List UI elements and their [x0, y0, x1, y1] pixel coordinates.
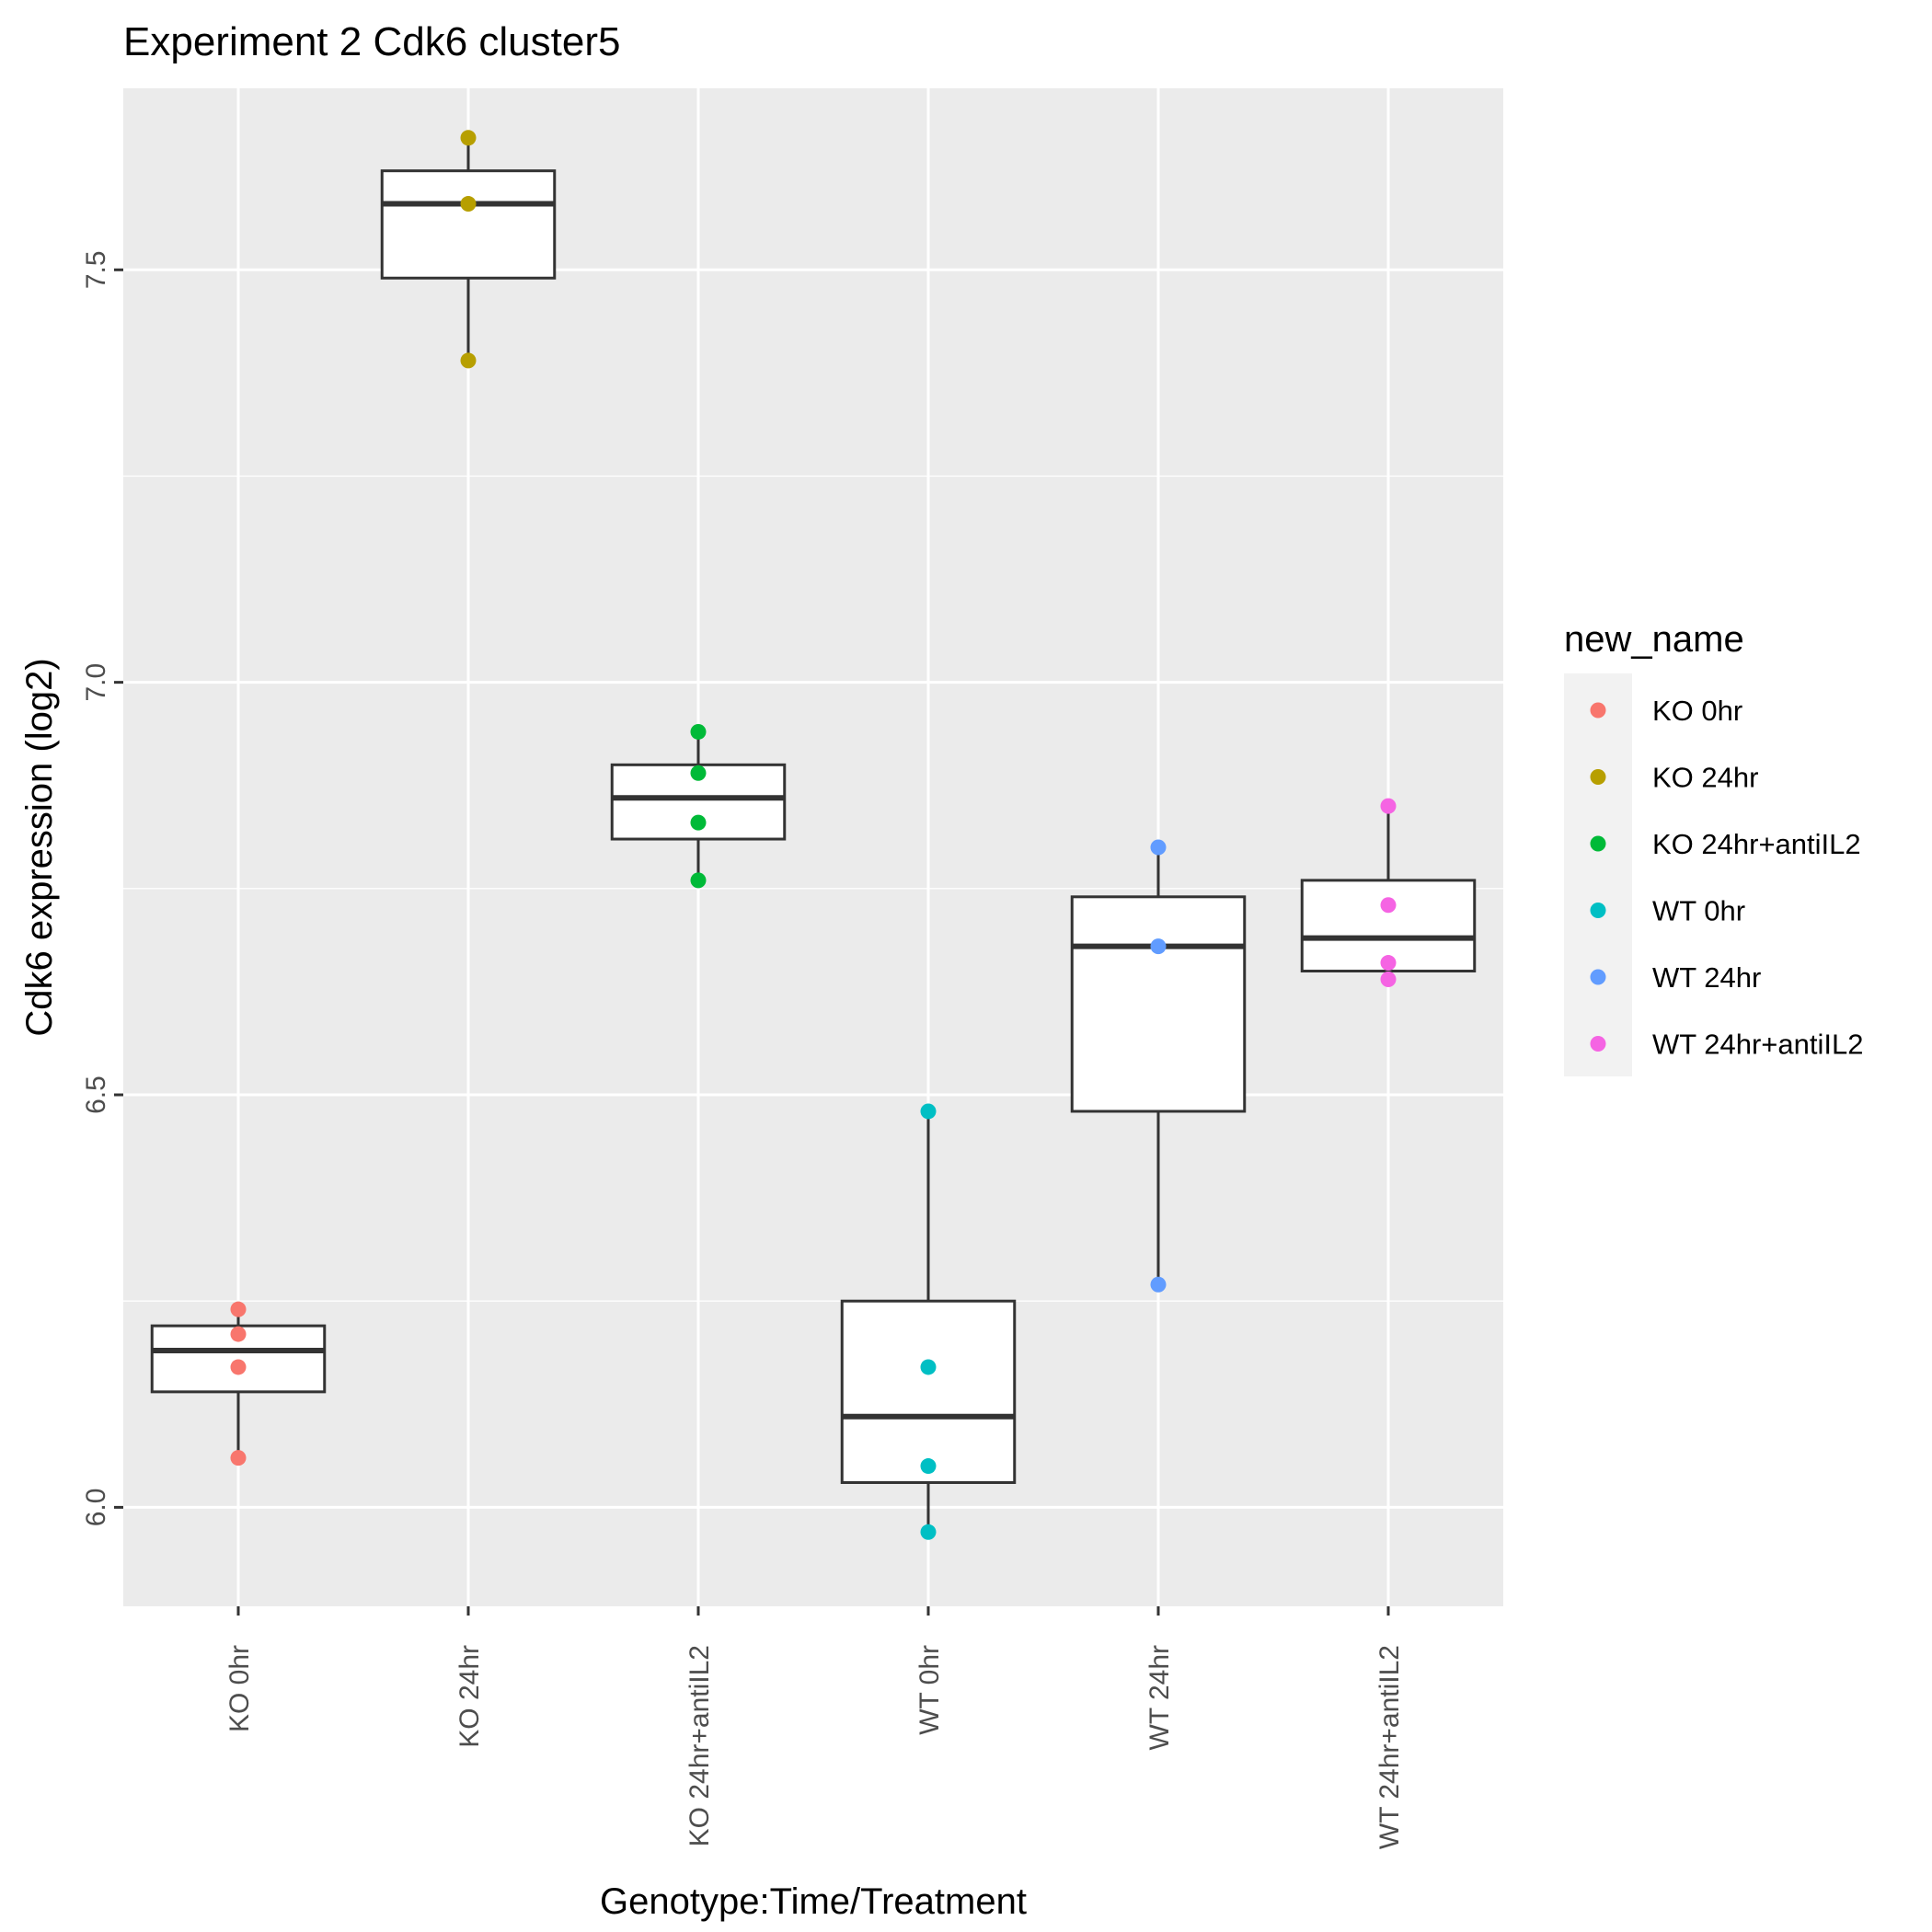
legend-title: new_name	[1564, 619, 1744, 660]
data-point	[1150, 839, 1167, 856]
data-point	[230, 1326, 247, 1342]
x-tick-label: WT 0hr	[914, 1645, 945, 1735]
x-tick-label: KO 24hr+antiIL2	[684, 1645, 715, 1846]
data-point	[1380, 955, 1397, 972]
x-axis: KO 0hr KO 24hr KO 24hr+antiIL2 WT 0hr WT 24h…	[224, 1606, 1405, 1849]
boxes	[150, 137, 1477, 1533]
plot-panel	[123, 88, 1503, 1606]
boxplot	[840, 1110, 1017, 1533]
legend-label: KO 24hr	[1652, 762, 1758, 794]
data-point	[460, 130, 477, 146]
x-tick-label: WT 24hr+antiIL2	[1374, 1645, 1405, 1849]
legend-label: WT 0hr	[1652, 895, 1745, 927]
data-point	[920, 1458, 937, 1475]
grid-minor	[123, 475, 1503, 1302]
legend-entries: KO 0hr KO 24hr KO 24hr+antiIL2 WT 0hr WT 24h…	[1590, 695, 1863, 1061]
y-axis-title: Cdk6 expression (log2)	[19, 658, 60, 1036]
legend-label: WT 24hr+antiIL2	[1652, 1029, 1863, 1061]
x-tick-label: WT 24hr	[1144, 1645, 1175, 1750]
legend-key	[1590, 903, 1606, 918]
chart-title: Experiment 2 Cdk6 cluster5	[123, 19, 620, 64]
points	[230, 130, 1397, 1540]
data-point	[690, 872, 707, 889]
legend-label: WT 24hr	[1652, 961, 1761, 994]
data-point	[690, 765, 707, 781]
data-point	[920, 1103, 937, 1120]
x-tick-label: KO 0hr	[224, 1645, 255, 1732]
data-point	[230, 1450, 247, 1466]
data-point	[460, 196, 477, 213]
y-axis: 6.0 6.5 7.0 7.5	[81, 250, 123, 1526]
data-point	[1150, 938, 1167, 955]
legend-key	[1590, 1036, 1606, 1052]
data-point	[920, 1359, 937, 1375]
y-tick-label: 7.5	[81, 250, 111, 289]
legend-key	[1590, 835, 1606, 852]
data-point	[230, 1301, 247, 1317]
data-point	[1380, 971, 1397, 987]
boxplot	[1070, 847, 1247, 1285]
legend-label: KO 24hr+antiIL2	[1652, 828, 1861, 860]
data-point	[1150, 1276, 1167, 1293]
box	[1070, 895, 1247, 1113]
data-point	[230, 1359, 247, 1375]
data-point	[1380, 798, 1397, 814]
legend-key	[1590, 769, 1606, 785]
legend-label: KO 0hr	[1652, 695, 1742, 727]
legend: new_name KO 0hr KO 24hr KO 24hr+antiIL2 WT …	[1564, 619, 1863, 1076]
y-tick-label: 7.0	[81, 663, 111, 702]
legend-key	[1590, 702, 1606, 719]
data-point	[460, 352, 477, 369]
y-tick-label: 6.5	[81, 1075, 111, 1114]
legend-key	[1590, 969, 1606, 985]
data-point	[1380, 897, 1397, 914]
data-point	[920, 1524, 937, 1540]
x-axis-title: Genotype:Time/Treatment	[600, 1881, 1027, 1922]
x-tick-label: KO 24hr	[454, 1645, 485, 1748]
data-point	[690, 814, 707, 831]
box	[380, 169, 557, 280]
data-point	[690, 723, 707, 740]
box	[840, 1299, 1017, 1484]
boxplot	[380, 137, 557, 361]
y-tick-label: 6.0	[81, 1489, 111, 1527]
legend-key-background	[1564, 673, 1632, 1076]
